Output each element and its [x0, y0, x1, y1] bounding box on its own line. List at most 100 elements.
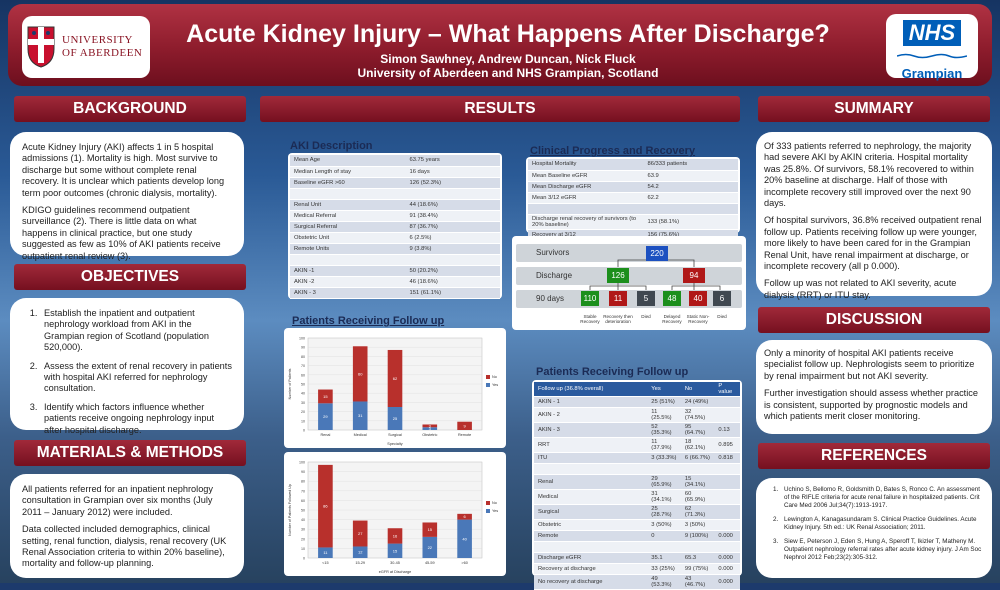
- flow-node-static-nonrecovery: 40: [689, 291, 707, 306]
- nhs-wordmark: NHS: [902, 20, 962, 46]
- table-cell: 126 (52.3%): [405, 177, 500, 189]
- followup-table-box: Follow up (36.8% overall) Yes No P value AK…: [532, 380, 742, 590]
- table-cell: Mean Discharge eGFR: [528, 181, 644, 193]
- bar-yes: [352, 546, 368, 558]
- table-header-cell: P value: [714, 382, 740, 397]
- nhs-logo: NHS Grampian: [886, 14, 978, 81]
- flow-node-stable-recovery: 110: [581, 291, 599, 306]
- table-cell: Hospital Mortality: [528, 159, 644, 171]
- table-row: [534, 463, 740, 475]
- table-row: Surgical Referral 87 (36.7%): [290, 221, 500, 233]
- table-row: No recovery at discharge 49 (53.3%) 43 (46…: [534, 574, 740, 590]
- y-tick-label: 0: [303, 557, 305, 561]
- bar-no: [422, 424, 438, 428]
- table-cell: RRT: [534, 437, 648, 453]
- bar-yes: [457, 519, 472, 558]
- table-cell: 3 (33.3%): [647, 452, 681, 464]
- legend-swatch: [486, 375, 490, 379]
- summary-box: Of 333 patients referred to nephrology, …: [756, 132, 992, 300]
- bar-yes: [387, 407, 403, 430]
- methods-p2: Data collected included demographics, cl…: [22, 524, 227, 569]
- y-axis-label: Number of Patients: [288, 368, 292, 399]
- y-tick-label: 10: [301, 547, 305, 551]
- table-cell: 3 (50%): [680, 519, 715, 531]
- flow-node-survivors: 220: [646, 246, 668, 261]
- summary-p3: Follow up was not related to AKI severit…: [764, 278, 957, 300]
- legend-swatch: [486, 501, 490, 505]
- progress-table-box: Hospital Mortality 86/333 patients Mean Ba…: [526, 157, 740, 241]
- table-row: Renal Unit 44 (18.6%): [290, 199, 500, 211]
- table-cell: 33 (25%): [647, 563, 681, 575]
- table-cell: Renal: [534, 474, 648, 490]
- bar-value-label: 9: [463, 423, 466, 428]
- bar-value-label: 25: [393, 416, 398, 421]
- bar-value-label: 29: [323, 414, 328, 419]
- table-cell: Median Length of stay: [290, 166, 406, 178]
- recovery-flow-diagram: Survivors Discharge 90 days 220 126 94 1…: [512, 236, 746, 330]
- table-cell: [643, 203, 738, 215]
- aberdeen-crest-icon: [26, 25, 56, 69]
- table-row: Median Length of stay 16 days: [290, 166, 500, 178]
- table-cell: [714, 474, 740, 490]
- x-tick-label: Obstetric: [422, 433, 437, 437]
- table-row: AKIN - 3 151 (61.1%): [290, 287, 500, 299]
- table-cell: [290, 254, 406, 266]
- table-cell: 95 (64.7%): [680, 422, 715, 438]
- table-cell: 63.75 years: [405, 155, 500, 167]
- table-cell: Surgical Referral: [290, 221, 406, 233]
- table-row: Medical Referral 91 (38.4%): [290, 210, 500, 222]
- table-cell: [714, 541, 740, 553]
- table-cell: 32 (74.5%): [680, 407, 715, 423]
- table-cell: 6 (2.5%): [405, 232, 500, 244]
- discussion-box: Only a minority of hospital AKI patients…: [756, 340, 992, 434]
- y-tick-label: 40: [301, 392, 305, 396]
- table-cell: [714, 463, 740, 475]
- table-cell: Mean 3/12 eGFR: [528, 192, 644, 204]
- table-row: AKIN -2 46 (18.6%): [290, 276, 500, 288]
- table-cell: Discharge renal recovery of survivors (t…: [528, 214, 644, 230]
- table-cell: 60 (65.9%): [680, 489, 715, 505]
- table-cell: Discharge eGFR: [534, 552, 648, 564]
- table-cell: Mean Baseline eGFR: [528, 170, 644, 182]
- y-tick-label: 60: [301, 499, 305, 503]
- y-tick-label: 80: [301, 355, 305, 359]
- table-cell: 0.000: [714, 530, 740, 542]
- table-cell: 63.9: [643, 170, 738, 182]
- table-cell: [405, 188, 500, 200]
- table-cell: AKIN -1: [290, 265, 406, 277]
- background-box: Acute Kidney Injury (AKI) affects 1 in 5…: [10, 132, 244, 261]
- table-cell: AKIN - 2: [534, 407, 648, 423]
- y-tick-label: 50: [301, 509, 305, 513]
- table-row: Surgical 25 (28.7%) 62 (71.3%): [534, 504, 740, 520]
- table-cell: 0.895: [714, 437, 740, 453]
- flow-label: Delayed Recovery: [662, 314, 682, 324]
- bar-value-label: 62: [393, 376, 398, 381]
- reference-item: Siew E, Peterson J, Eden S, Hung A, Sper…: [780, 538, 986, 562]
- x-tick-label: Surgical: [388, 433, 402, 437]
- table-row: Obstetric 3 (50%) 3 (50%): [534, 519, 740, 531]
- table-cell: 54.2: [643, 181, 738, 193]
- objective-item: Establish the inpatient and outpatient n…: [40, 308, 232, 354]
- table-cell: Baseline eGFR >60: [290, 177, 406, 189]
- table-cell: AKIN - 3: [534, 422, 648, 438]
- discussion-p1: Only a minority of hospital AKI patients…: [764, 348, 975, 381]
- background-heading: BACKGROUND: [14, 96, 246, 122]
- methods-heading: MATERIALS & METHODS: [14, 440, 246, 466]
- table-row: Mean Baseline eGFR 63.9: [528, 170, 738, 182]
- table-cell: 87 (36.7%): [405, 221, 500, 233]
- aki-table: Mean Age 63.75 years Median Length of stay…: [290, 155, 500, 299]
- table-row: Recovery at discharge 33 (25%) 99 (75%) 0.0…: [534, 563, 740, 575]
- poster-header: UNIVERSITY OF ABERDEEN Acute Kidney Injur…: [8, 4, 992, 86]
- table-cell: 18 (62.1%): [680, 437, 715, 453]
- table-cell: 15 (34.1%): [680, 474, 715, 490]
- bar-yes: [422, 536, 438, 558]
- legend-label: Yes: [492, 383, 498, 387]
- table-cell: 24 (49%): [680, 396, 715, 408]
- bar-value-label: 12: [358, 550, 363, 555]
- y-tick-label: 80: [301, 480, 305, 484]
- x-tick-label: 30-45: [390, 561, 400, 565]
- table-cell: 43 (46.7%): [680, 574, 715, 590]
- objectives-heading: OBJECTIVES: [14, 264, 246, 290]
- bar-value-label: 31: [358, 413, 363, 418]
- table-cell: Medical Referral: [290, 210, 406, 222]
